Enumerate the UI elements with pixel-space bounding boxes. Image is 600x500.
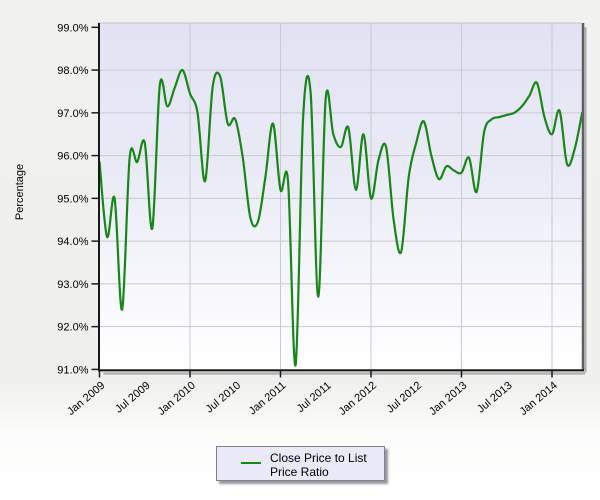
x-tick-labels: Jan 2009 Jul 2009 Jan 2010 Jul 2010 Jan 2011… bbox=[65, 380, 560, 418]
x-tick-label: Jan 2010 bbox=[156, 380, 198, 418]
y-tick-label: 94.0% bbox=[57, 236, 88, 248]
y-tick-labels: 99.0% 98.0% 97.0% 96.0% 95.0% 94.0% 93.0% 92.0%… bbox=[57, 22, 88, 376]
y-tick-label: 91.0% bbox=[57, 364, 88, 376]
x-tick-label: Jan 2013 bbox=[427, 380, 469, 418]
series-group bbox=[99, 68, 582, 367]
x-tick-label: Jan 2011 bbox=[247, 380, 289, 418]
x-tick-label: Jul 2012 bbox=[385, 380, 425, 416]
x-ticks bbox=[98, 371, 553, 378]
x-tick-label: Jan 2014 bbox=[518, 380, 560, 418]
x-tick-label: Jan 2009 bbox=[65, 380, 107, 418]
x-tick-label: Jul 2011 bbox=[295, 380, 334, 415]
legend: Close Price to List Price Ratio bbox=[216, 446, 385, 481]
y-axis-title: Percentage bbox=[14, 163, 26, 221]
x-tick-label: Jan 2012 bbox=[337, 380, 379, 418]
legend-label: Close Price to List Price Ratio bbox=[270, 451, 367, 479]
plot-area bbox=[99, 23, 582, 370]
legend-line-swatch bbox=[241, 462, 261, 464]
series-line bbox=[99, 68, 582, 367]
y-tick-label: 93.0% bbox=[57, 279, 88, 291]
y-tick-label: 99.0% bbox=[57, 22, 88, 34]
gridlines bbox=[99, 23, 582, 370]
y-tick-label: 97.0% bbox=[57, 108, 88, 120]
y-tick-label: 92.0% bbox=[57, 322, 88, 334]
y-ticks bbox=[91, 26, 100, 371]
x-tick-label: Jul 2009 bbox=[113, 380, 153, 416]
y-tick-label: 95.0% bbox=[57, 193, 88, 205]
x-tick-label: Jul 2013 bbox=[475, 380, 515, 416]
y-tick-label: 96.0% bbox=[57, 151, 88, 163]
y-tick-label: 98.0% bbox=[57, 65, 88, 77]
x-tick-label: Jul 2010 bbox=[204, 380, 244, 416]
